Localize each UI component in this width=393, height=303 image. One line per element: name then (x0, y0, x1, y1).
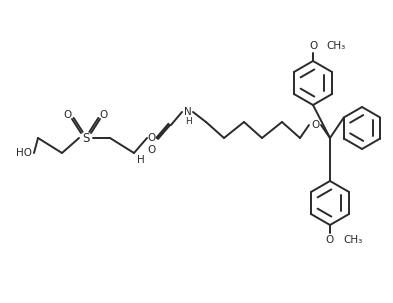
Text: O: O (147, 145, 155, 155)
Text: O: O (326, 235, 334, 245)
Text: O: O (64, 110, 72, 120)
Text: H: H (137, 155, 145, 165)
Text: CH₃: CH₃ (326, 41, 345, 51)
Text: O: O (311, 120, 319, 130)
Text: H: H (185, 118, 193, 126)
Text: HO: HO (16, 148, 32, 158)
Text: O: O (148, 133, 156, 143)
Text: O: O (100, 110, 108, 120)
Text: S: S (82, 132, 90, 145)
Text: O: O (309, 41, 317, 51)
Text: N: N (184, 107, 192, 117)
Text: CH₃: CH₃ (343, 235, 362, 245)
